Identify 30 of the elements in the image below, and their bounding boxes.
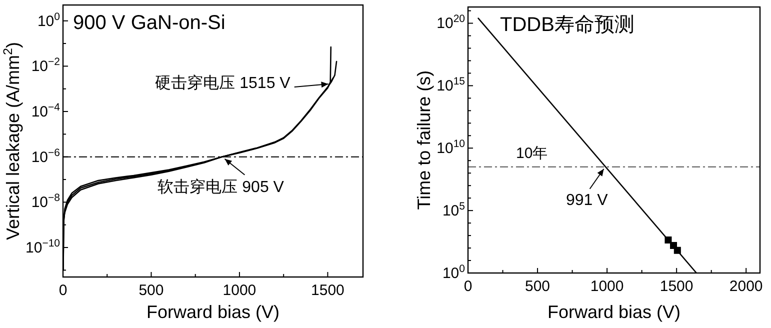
ref-line-label: 10年: [516, 144, 548, 162]
y-tick-label: 10$^{5}$: [442, 200, 466, 220]
y-tick-label: 10$^{−2}$: [31, 56, 60, 76]
chart-title: TDDB寿命预测: [500, 14, 634, 36]
ref-line: 10年: [468, 144, 760, 168]
chart-title: 900 V GaN-on-Si: [73, 12, 226, 34]
x-axis-title: Forward bias (V): [547, 302, 681, 322]
y-tick-label: 10$^{−8}$: [31, 192, 60, 212]
y-tick-label: 10$^{0}$: [442, 263, 466, 282]
x-tick-label: 0: [464, 278, 472, 295]
x-tick-label: 1500: [311, 282, 344, 299]
y-tick-label: 10$^{0}$: [37, 10, 60, 30]
y-tick-label: 10$^{10}$: [436, 138, 466, 158]
y-tick-label: 10$^{−10}$: [26, 238, 60, 257]
annotation: 硬击穿电压 1515 V: [155, 74, 291, 92]
y-tick-label: 10$^{−4}$: [31, 102, 60, 121]
y-tick-label: 10$^{−6}$: [31, 146, 60, 166]
annotation: 991 V: [566, 192, 608, 209]
x-tick-label: 1000: [590, 278, 624, 295]
y-tick-label: 10$^{15}$: [436, 76, 466, 95]
y-axis-title: Time to failure (s): [414, 70, 434, 210]
x-axis-title: Forward bias (V): [146, 302, 280, 322]
y-tick-label: 10$^{20}$: [436, 13, 466, 32]
x-tick-label: 0: [58, 282, 68, 299]
x-tick-label: 2000: [729, 278, 763, 295]
x-tick-label: 1500: [660, 278, 694, 295]
annotation: 软击穿电压 905 V: [158, 178, 284, 196]
x-tick-label: 1000: [222, 282, 256, 299]
x-tick-label: 500: [138, 282, 164, 299]
x-tick-label: 500: [525, 278, 550, 295]
